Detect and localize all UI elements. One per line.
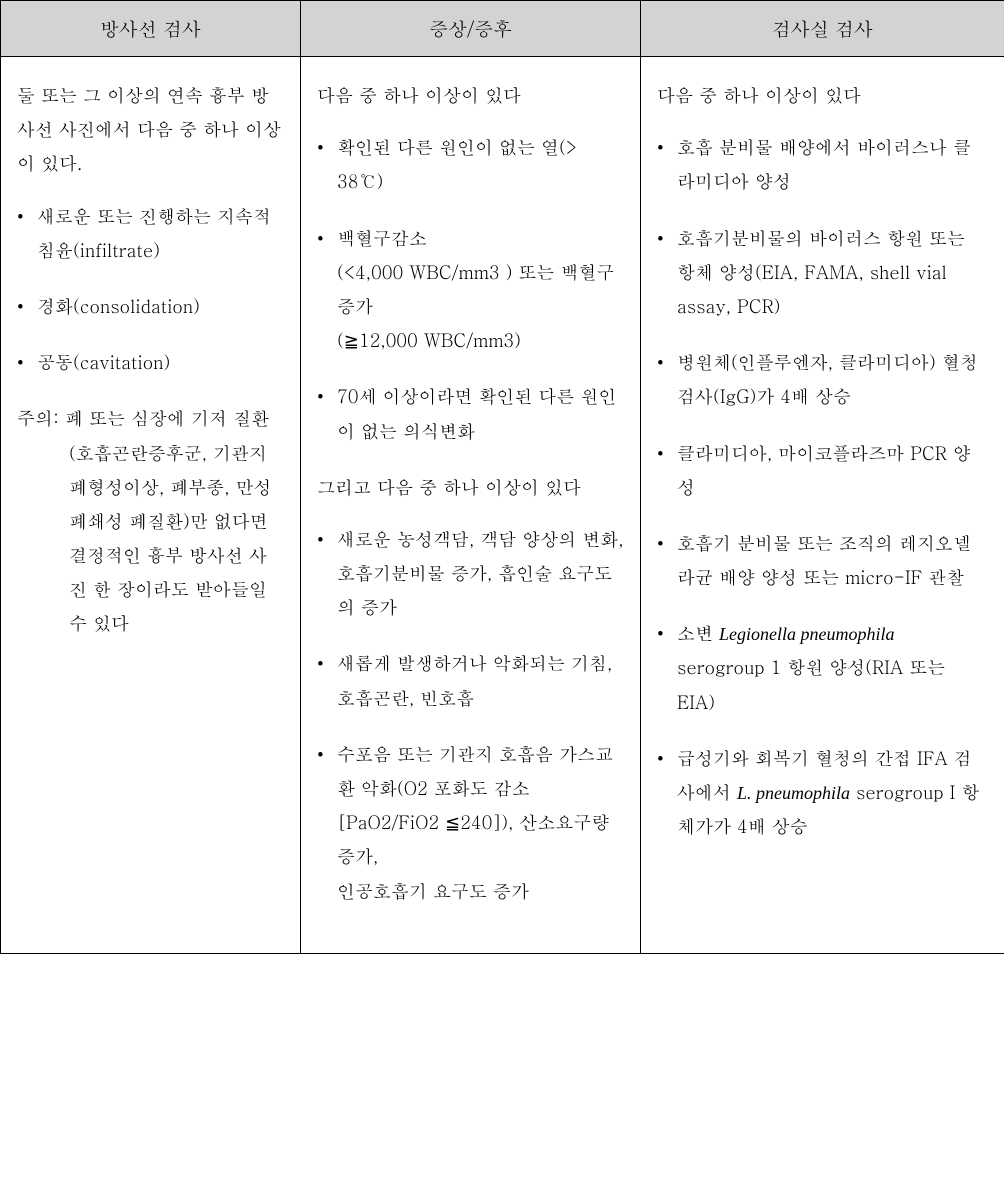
col-header-symptoms: 증상/증후 [301, 1, 641, 57]
table-header-row: 방사선 검사 증상/증후 검사실 검사 [1, 1, 1004, 57]
item-pre: 소변 [677, 621, 719, 646]
cell-radiology: 둘 또는 그 이상의 연속 흉부 방사선 사진에서 다음 중 하나 이상이 있다… [1, 57, 301, 954]
symptoms-intro: 다음 중 하나 이상이 있다 [317, 79, 624, 113]
list-item: 소변 Legionella pneumophila serogroup 1 항원… [657, 617, 988, 720]
list-item: 새로운 또는 진행하는 지속적 침윤(infiltrate) [17, 200, 284, 268]
radiology-note: 주의: 폐 또는 심장에 기저 질환(호흡곤란증후군, 기관지폐형성이상, 폐부… [17, 402, 284, 641]
list-item: 클라미디아, 마이코플라즈마 PCR 양성 [657, 437, 988, 505]
radiology-list: 새로운 또는 진행하는 지속적 침윤(infiltrate) 경화(consol… [17, 200, 284, 381]
list-item: 확인된 다른 원인이 없는 열(> 38℃) [317, 131, 624, 199]
col-header-laboratory: 검사실 검사 [641, 1, 1004, 57]
list-item: 새롭게 발생하거나 악화되는 기침, 호흡곤란, 빈호흡 [317, 647, 624, 715]
cell-symptoms: 다음 중 하나 이상이 있다 확인된 다른 원인이 없는 열(> 38℃) 백혈… [301, 57, 641, 954]
list-item: 새로운 농성객담, 객담 양상의 변화, 호흡기분비물 증가, 흡인술 요구도의… [317, 523, 624, 626]
list-item: 백혈구감소(<4,000 WBC/mm3 ) 또는 백혈구증가(≧12,000 … [317, 222, 624, 359]
symptoms-intro-2: 그리고 다음 중 하나 이상이 있다 [317, 471, 624, 505]
list-item: 호흡기분비물의 바이러스 항원 또는 항체 양성(EIA, FAMA, shel… [657, 222, 988, 325]
list-item: 급성기와 회복기 혈청의 간접 IFA 검사에서 L. pneumophila … [657, 742, 988, 845]
radiology-intro: 둘 또는 그 이상의 연속 흉부 방사선 사진에서 다음 중 하나 이상이 있다… [17, 79, 284, 182]
laboratory-list: 호흡 분비물 배양에서 바이러스나 클라미디아 양성 호흡기분비물의 바이러스 … [657, 131, 988, 844]
table-body-row: 둘 또는 그 이상의 연속 흉부 방사선 사진에서 다음 중 하나 이상이 있다… [1, 57, 1004, 954]
item-italic: L. pneumophila [737, 783, 850, 803]
list-item: 병원체(인플루엔자, 클라미디아) 혈청 검사(IgG)가 4배 상승 [657, 346, 988, 414]
list-item: 공동(cavitation) [17, 346, 284, 380]
item-post: serogroup 1 항원 양성(RIA 또는 EIA) [677, 655, 945, 714]
note-body: 폐 또는 심장에 기저 질환(호흡곤란증후군, 기관지폐형성이상, 폐부종, 만… [65, 406, 272, 636]
list-item: 경화(consolidation) [17, 290, 284, 324]
laboratory-intro: 다음 중 하나 이상이 있다 [657, 79, 988, 113]
note-label: 주의: [17, 406, 59, 431]
list-item: 호흡기 분비물 또는 조직의 레지오넬라균 배양 양성 또는 micro-IF … [657, 527, 988, 595]
criteria-table: 방사선 검사 증상/증후 검사실 검사 둘 또는 그 이상의 연속 흉부 방사선… [0, 0, 1004, 954]
symptoms-list-2: 새로운 농성객담, 객담 양상의 변화, 호흡기분비물 증가, 흡인술 요구도의… [317, 523, 624, 909]
item-italic: Legionella pneumophila [719, 624, 894, 644]
col-header-radiology: 방사선 검사 [1, 1, 301, 57]
symptoms-list-1: 확인된 다른 원인이 없는 열(> 38℃) 백혈구감소(<4,000 WBC/… [317, 131, 624, 449]
list-item: 호흡 분비물 배양에서 바이러스나 클라미디아 양성 [657, 131, 988, 199]
cell-laboratory: 다음 중 하나 이상이 있다 호흡 분비물 배양에서 바이러스나 클라미디아 양… [641, 57, 1004, 954]
list-item: 70세 이상이라면 확인된 다른 원인이 없는 의식변화 [317, 380, 624, 448]
list-item: 수포음 또는 기관지 호흡음 가스교환 악화(O2 포화도 감소 [PaO2/F… [317, 738, 624, 909]
